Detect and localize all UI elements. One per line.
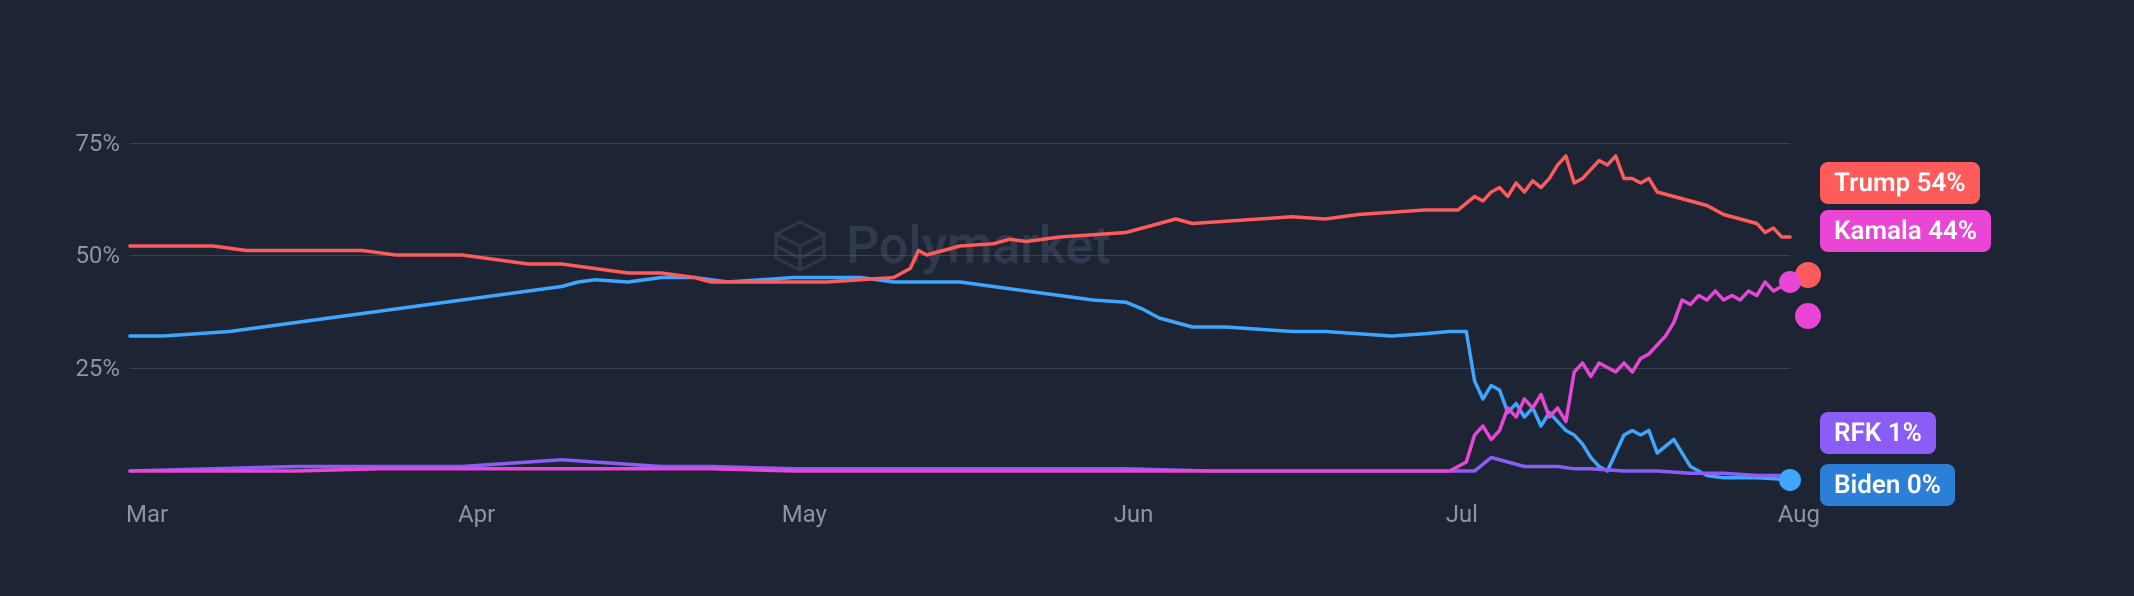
- x-tick-label: Jul: [1446, 500, 1478, 528]
- series-rfk: [130, 458, 1790, 476]
- x-tick-label: Apr: [458, 500, 495, 528]
- series-biden: [130, 278, 1790, 481]
- legend-badge-biden[interactable]: Biden 0%: [1820, 464, 1955, 506]
- legend-badge-trump[interactable]: Trump 54%: [1820, 162, 1980, 204]
- series-end-dot-kamala: [1779, 271, 1801, 293]
- legend-badge-kamala[interactable]: Kamala 44%: [1820, 210, 1991, 252]
- legend-badge-rfk[interactable]: RFK 1%: [1820, 412, 1936, 454]
- x-tick-label: Jun: [1114, 500, 1154, 528]
- election-odds-chart: 25%50%75% Polymarket MarAprMayJunJulAug …: [0, 0, 2134, 596]
- x-tick-label: Mar: [126, 500, 168, 528]
- series-trump: [130, 156, 1790, 282]
- series-end-dot-biden: [1779, 469, 1801, 491]
- x-tick-label: May: [782, 500, 827, 528]
- x-tick-label: Aug: [1778, 500, 1820, 528]
- series-end-dot: [1795, 303, 1821, 329]
